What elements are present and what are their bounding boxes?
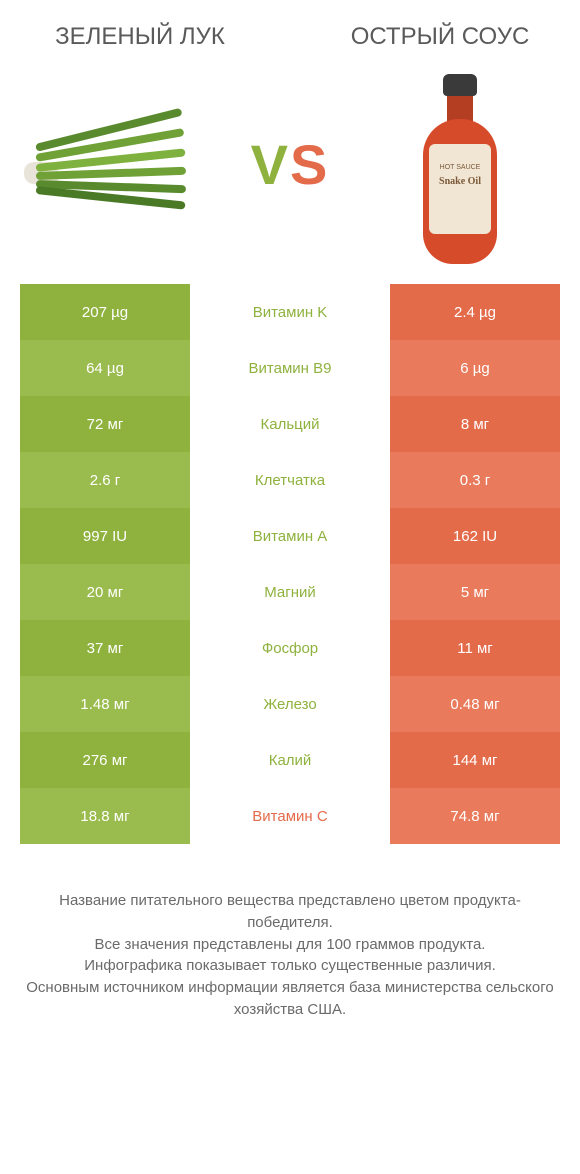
- nutrient-label: Фосфор: [190, 620, 390, 676]
- right-value: 2.4 µg: [390, 284, 560, 340]
- left-value: 18.8 мг: [20, 788, 190, 844]
- right-value: 0.48 мг: [390, 676, 560, 732]
- comparison-table: 207 µgВитамин K2.4 µg64 µgВитамин B96 µg…: [20, 284, 560, 844]
- right-value: 5 мг: [390, 564, 560, 620]
- table-row: 20 мгМагний5 мг: [20, 564, 560, 620]
- bottle-cap: [443, 74, 477, 96]
- right-product-image: HOT SAUCE Snake Oil: [370, 64, 550, 264]
- left-value: 1.48 мг: [20, 676, 190, 732]
- vs-row: VS HOT SAUCE Snake Oil: [0, 56, 580, 284]
- footer-line-3: Инфографика показывает только существенн…: [18, 955, 562, 977]
- left-value: 207 µg: [20, 284, 190, 340]
- bottle-label: HOT SAUCE Snake Oil: [429, 144, 491, 234]
- nutrient-label: Кальций: [190, 396, 390, 452]
- left-value: 37 мг: [20, 620, 190, 676]
- table-row: 37 мгФосфор11 мг: [20, 620, 560, 676]
- table-row: 64 µgВитамин B96 µg: [20, 340, 560, 396]
- nutrient-label: Магний: [190, 564, 390, 620]
- nutrient-label: Клетчатка: [190, 452, 390, 508]
- table-row: 72 мгКальций8 мг: [20, 396, 560, 452]
- right-value: 11 мг: [390, 620, 560, 676]
- nutrient-label: Калий: [190, 732, 390, 788]
- green-onion-icon: [30, 104, 210, 224]
- right-value: 0.3 г: [390, 452, 560, 508]
- table-row: 997 IUВитамин A162 IU: [20, 508, 560, 564]
- table-row: 276 мгКалий144 мг: [20, 732, 560, 788]
- table-row: 1.48 мгЖелезо0.48 мг: [20, 676, 560, 732]
- hot-sauce-bottle-icon: HOT SAUCE Snake Oil: [415, 64, 505, 264]
- footer-line-1: Название питательного вещества представл…: [18, 890, 562, 934]
- left-product-image: [30, 64, 210, 264]
- right-value: 8 мг: [390, 396, 560, 452]
- right-value: 74.8 мг: [390, 788, 560, 844]
- table-row: 2.6 гКлетчатка0.3 г: [20, 452, 560, 508]
- vs-s: S: [290, 133, 329, 196]
- left-value: 997 IU: [20, 508, 190, 564]
- table-row: 18.8 мгВитамин C74.8 мг: [20, 788, 560, 844]
- bottle-label-brand: Snake Oil: [429, 176, 491, 187]
- left-value: 276 мг: [20, 732, 190, 788]
- footer-notes: Название питательного вещества представл…: [0, 844, 580, 1021]
- nutrient-label: Витамин K: [190, 284, 390, 340]
- left-value: 2.6 г: [20, 452, 190, 508]
- left-value: 64 µg: [20, 340, 190, 396]
- left-value: 72 мг: [20, 396, 190, 452]
- vs-label: VS: [251, 132, 330, 197]
- nutrient-label: Витамин B9: [190, 340, 390, 396]
- right-value: 6 µg: [390, 340, 560, 396]
- right-value: 162 IU: [390, 508, 560, 564]
- right-title: Острый соус: [340, 22, 540, 52]
- nutrient-label: Витамин C: [190, 788, 390, 844]
- footer-line-2: Все значения представлены для 100 граммо…: [18, 934, 562, 956]
- bottle-label-top: HOT SAUCE: [429, 164, 491, 172]
- table-row: 207 µgВитамин K2.4 µg: [20, 284, 560, 340]
- left-value: 20 мг: [20, 564, 190, 620]
- vs-v: V: [251, 133, 290, 196]
- nutrient-label: Витамин A: [190, 508, 390, 564]
- nutrient-label: Железо: [190, 676, 390, 732]
- header: Зеленый лук Острый соус: [0, 0, 580, 56]
- footer-line-4: Основным источником информации является …: [18, 977, 562, 1021]
- right-value: 144 мг: [390, 732, 560, 788]
- left-title: Зеленый лук: [40, 22, 240, 52]
